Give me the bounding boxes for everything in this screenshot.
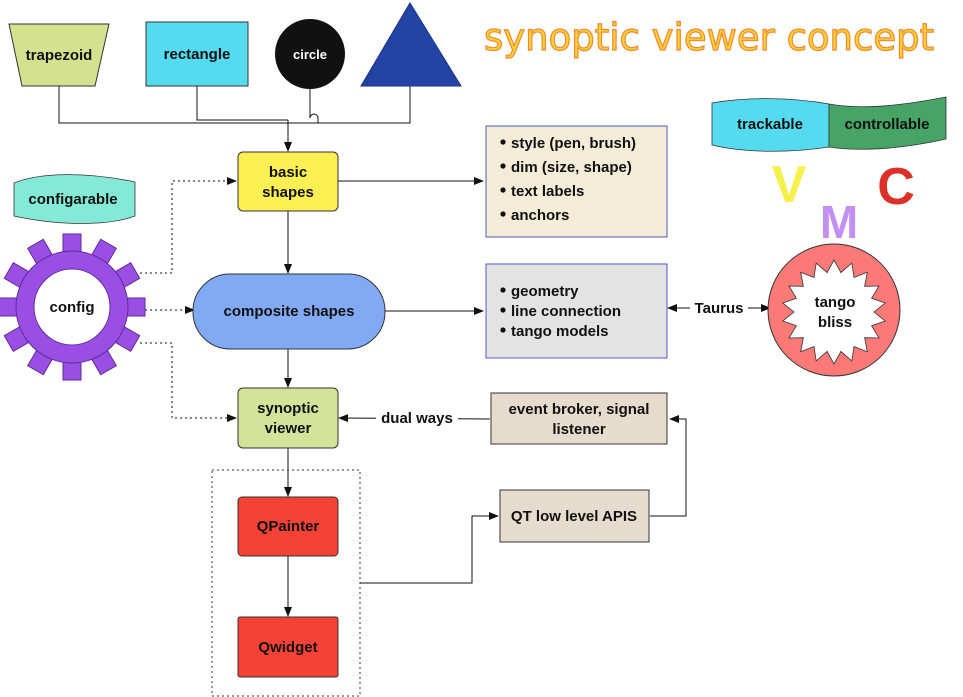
- svg-text:shapes: shapes: [262, 184, 314, 201]
- svg-text:Qwidget: Qwidget: [258, 639, 317, 656]
- svg-text:composite shapes: composite shapes: [224, 303, 355, 320]
- triangle-connector: [318, 86, 411, 124]
- mvc-letter-v: V: [772, 156, 807, 214]
- rectangle-connector: [196, 86, 288, 121]
- config-connectors: [140, 177, 237, 422]
- svg-text:config: config: [50, 299, 95, 316]
- trackable-tag: trackable: [711, 98, 830, 152]
- basic-props-list: style (pen, brush) dim (size, shape) tex…: [485, 125, 668, 238]
- svg-text:QPainter: QPainter: [257, 518, 320, 535]
- render-group-outline: [211, 469, 361, 697]
- dual-ways-label: dual ways: [376, 409, 458, 427]
- svg-text:listener: listener: [552, 421, 606, 438]
- basic-shapes-node: basic shapes: [237, 151, 339, 212]
- composite-shapes-node: composite shapes: [192, 273, 386, 350]
- event-broker-box: event broker, signal listener: [490, 392, 668, 445]
- svg-text:style (pen, brush): style (pen, brush): [511, 135, 636, 152]
- config-gear: config: [0, 233, 146, 381]
- svg-text:Taurus: Taurus: [695, 300, 744, 317]
- svg-text:trackable: trackable: [737, 116, 803, 133]
- svg-text:tango: tango: [815, 294, 856, 311]
- svg-text:dual ways: dual ways: [381, 410, 453, 427]
- svg-text:QT low level APIS: QT low level APIS: [511, 508, 637, 525]
- controllable-tag: controllable: [828, 96, 947, 150]
- configurable-tag: configarable: [13, 174, 136, 224]
- svg-text:rectangle: rectangle: [164, 46, 231, 63]
- svg-text:circle: circle: [293, 47, 327, 62]
- svg-text:dim (size, shape): dim (size, shape): [511, 159, 632, 176]
- taurus-label: Taurus: [690, 299, 748, 317]
- qt-apis-box: QT low level APIS: [499, 489, 650, 543]
- group-to-qt-arrow: [360, 512, 499, 584]
- svg-text:event broker, signal: event broker, signal: [509, 401, 650, 418]
- svg-text:controllable: controllable: [844, 116, 929, 133]
- qt-to-event-arrow: [650, 415, 687, 517]
- svg-text:configarable: configarable: [28, 191, 117, 208]
- trapezoid-shape: trapezoid: [8, 23, 110, 87]
- qpainter-node: QPainter: [237, 496, 339, 557]
- synoptic-viewer-node: synoptic viewer: [237, 387, 339, 449]
- rectangle-shape: rectangle: [145, 21, 249, 87]
- svg-text:synoptic: synoptic: [257, 400, 319, 417]
- circle-connector: [288, 86, 319, 124]
- tango-bliss-node: tango bliss: [767, 243, 901, 377]
- svg-text:viewer: viewer: [265, 420, 312, 437]
- page-title: synoptic viewer concept: [484, 16, 934, 59]
- circle-shape: circle: [275, 19, 345, 89]
- svg-text:text labels: text labels: [511, 183, 584, 200]
- composite-props-list: geometry line connection tango models: [485, 263, 668, 359]
- triangle-shape: [360, 2, 462, 87]
- svg-text:bliss: bliss: [818, 314, 852, 331]
- svg-text:trapezoid: trapezoid: [26, 47, 93, 64]
- qwidget-node: Qwidget: [237, 616, 339, 678]
- trapezoid-connector: [58, 86, 288, 124]
- mvc-letter-c: C: [877, 158, 915, 216]
- mvc-letter-m: M: [820, 196, 858, 248]
- svg-text:anchors: anchors: [511, 207, 569, 224]
- svg-text:tango models: tango models: [511, 323, 609, 340]
- svg-text:geometry: geometry: [511, 283, 579, 300]
- svg-text:basic: basic: [269, 164, 307, 181]
- svg-text:line connection: line connection: [511, 303, 621, 320]
